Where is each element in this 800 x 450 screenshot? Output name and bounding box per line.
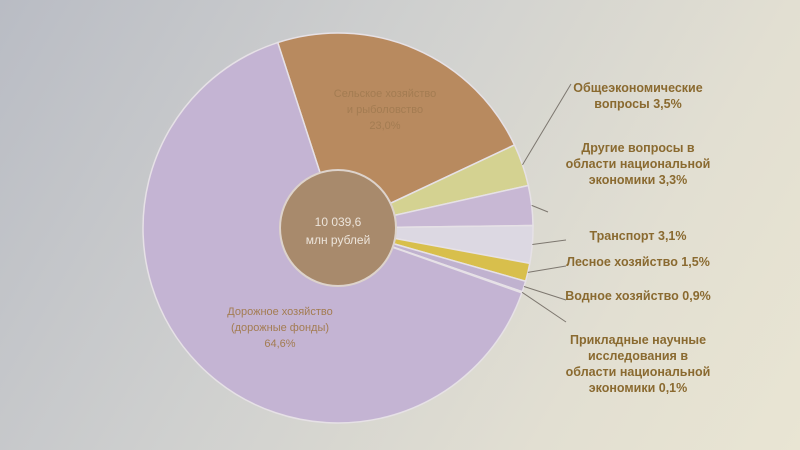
leader-line-3 [532, 239, 567, 246]
leader-line-4 [527, 265, 567, 273]
leader-line-2 [531, 204, 549, 213]
slice-label-1: Общеэкономические вопросы 3,5% [573, 81, 702, 111]
leader-line-1 [522, 83, 572, 166]
leader-line-5 [523, 286, 567, 301]
slice-label-3: Транспорт 3,1% [590, 229, 687, 243]
leader-line-6 [521, 291, 567, 323]
center-total: 10 039,6 [315, 215, 362, 229]
slice-label-4: Лесное хозяйство 1,5% [566, 255, 710, 269]
slice-label-0: Сельское хозяйство и рыболовство 23,0% [334, 88, 436, 132]
slice-label-7: Дорожное хозяйство (дорожные фонды) 64,6% [227, 306, 332, 350]
slice-label-2: Другие вопросы в области национальной экон… [566, 141, 711, 187]
center-unit: млн рублей [306, 233, 371, 247]
slice-label-6: Прикладные научные исследования в области … [566, 333, 711, 395]
center-circle [279, 169, 397, 287]
slice-label-5: Водное хозяйство 0,9% [565, 289, 711, 303]
